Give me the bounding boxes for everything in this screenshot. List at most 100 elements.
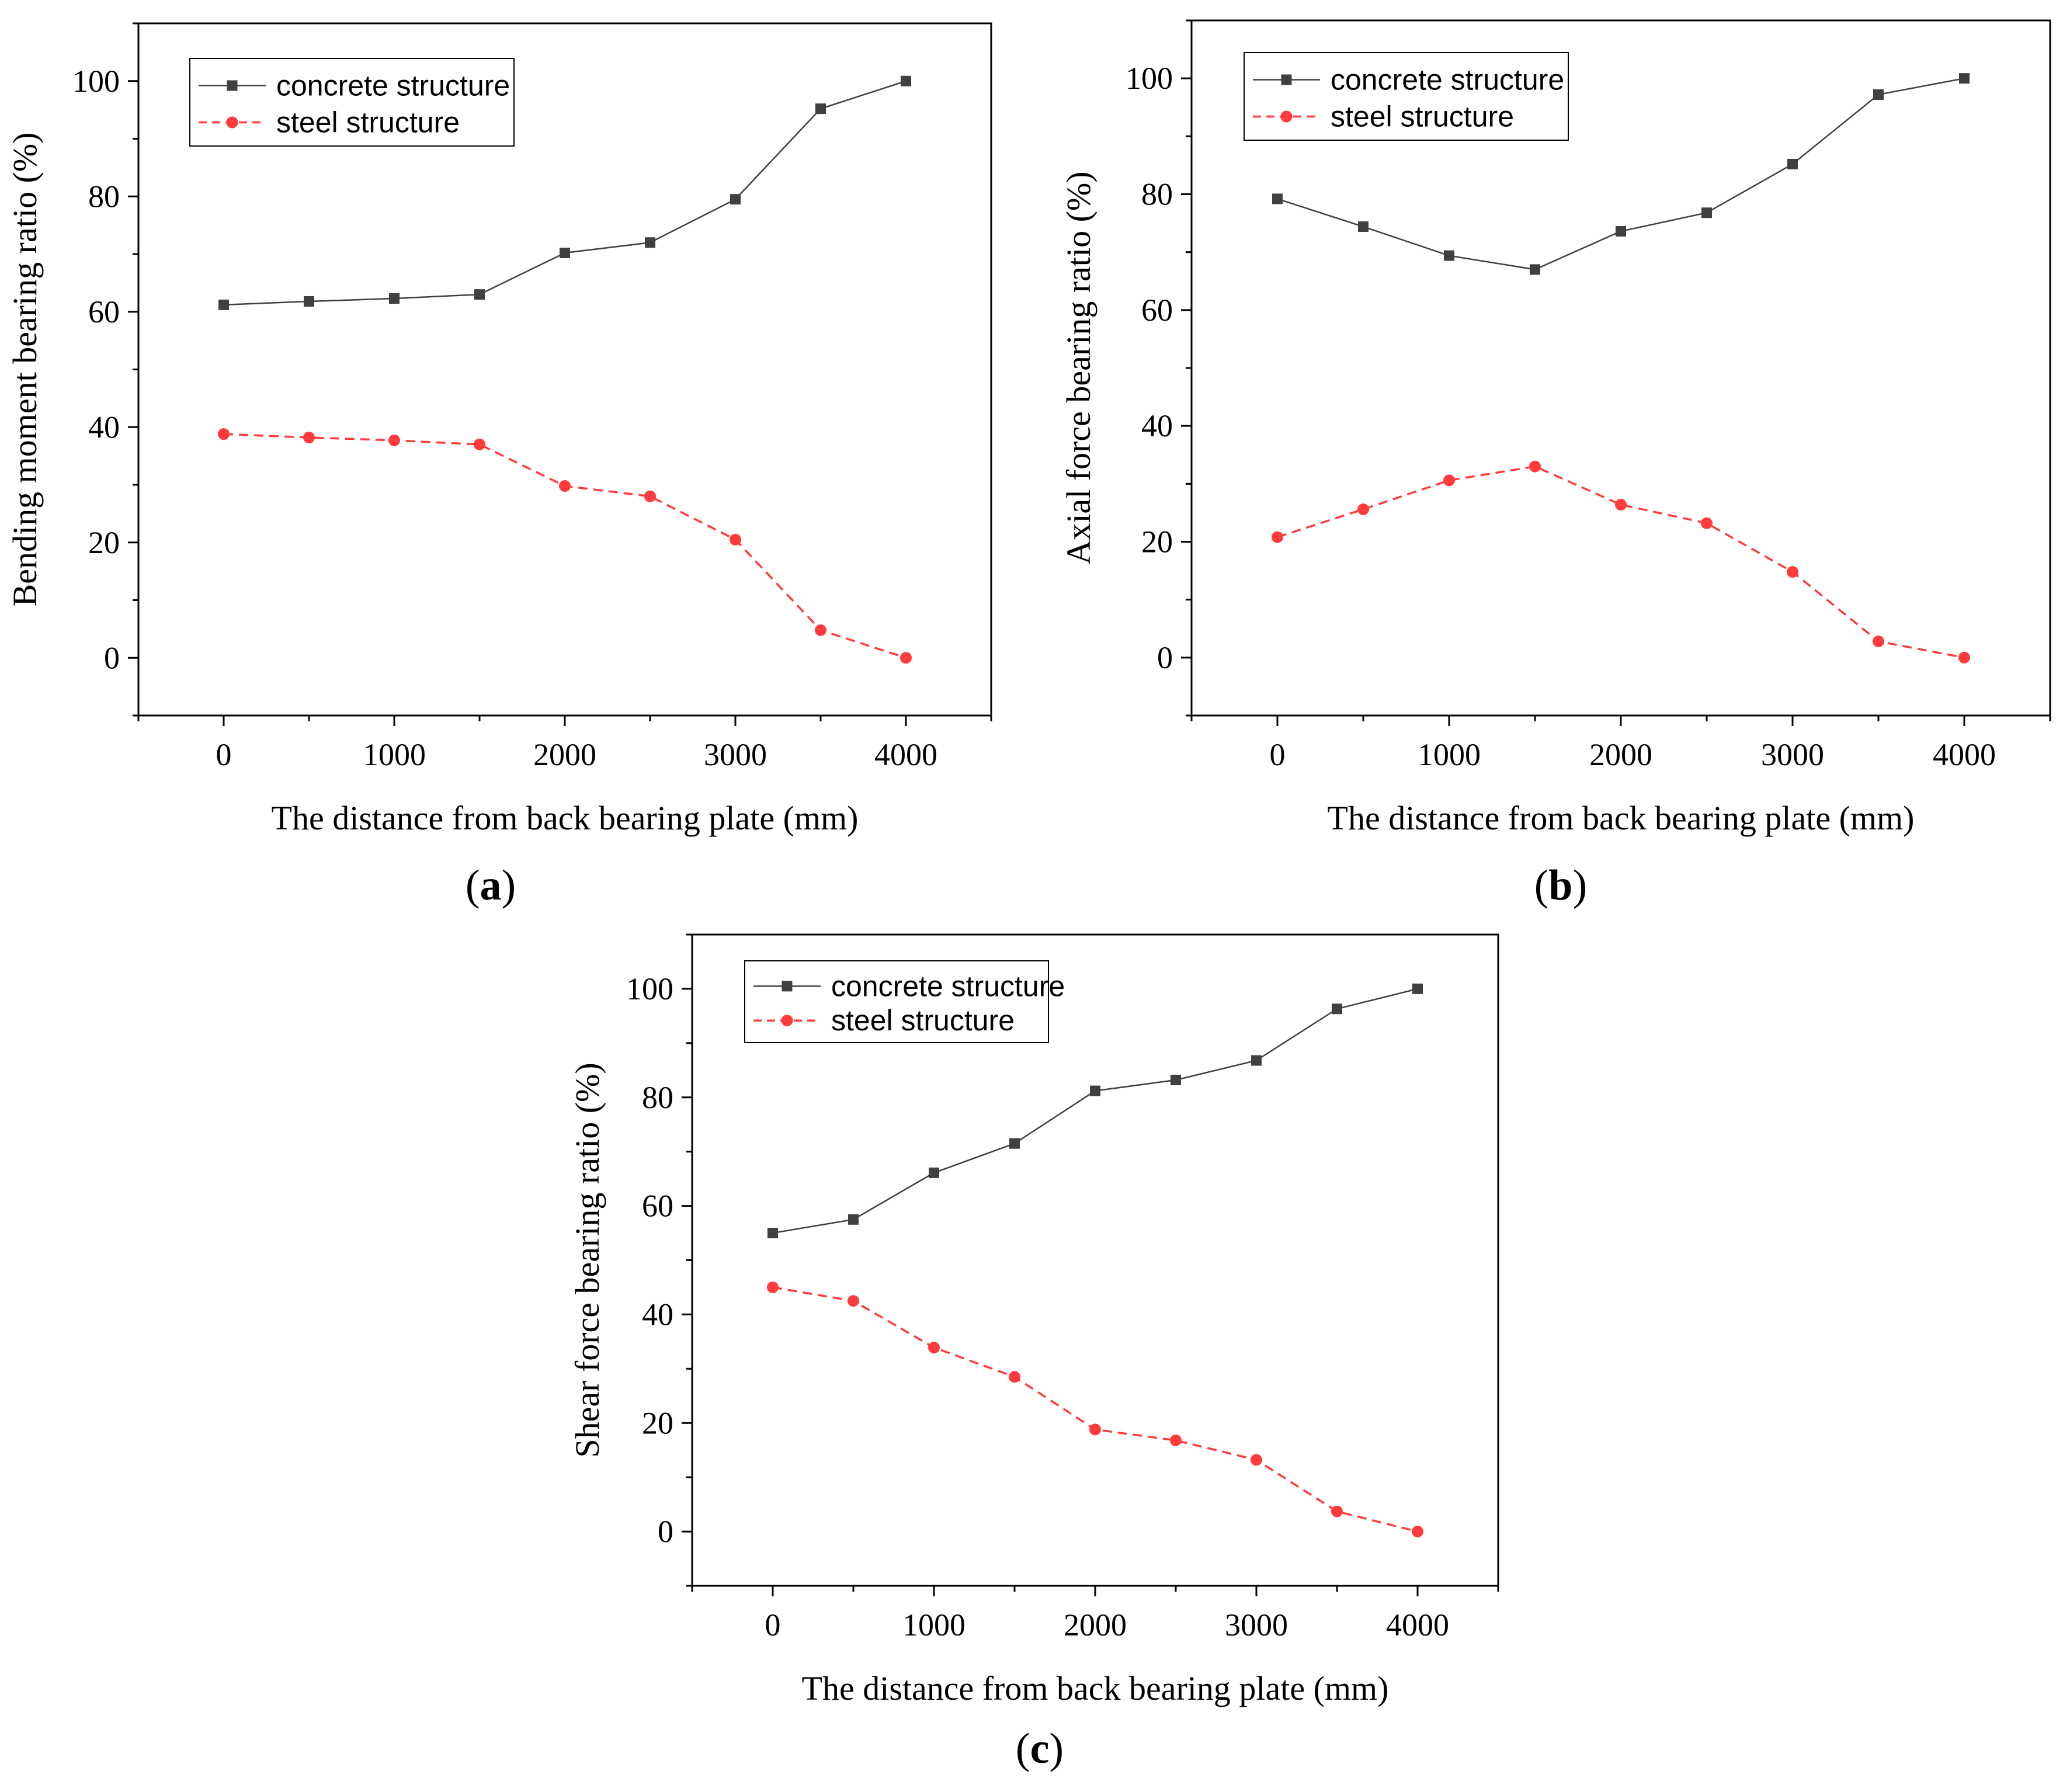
x-axis-title: The distance from back bearing plate (mm… bbox=[272, 799, 859, 837]
data-point-square bbox=[1787, 158, 1798, 169]
data-point-square bbox=[1332, 1003, 1342, 1015]
x-tick-label: 3000 bbox=[1225, 1607, 1288, 1642]
data-point-square bbox=[1616, 225, 1626, 237]
data-point-square bbox=[218, 299, 229, 310]
legend-swatch-square bbox=[782, 981, 793, 992]
data-point-square bbox=[848, 1214, 859, 1225]
x-tick-label: 1000 bbox=[902, 1607, 965, 1642]
x-axis-ticks: 0 1000 2000 3000 4000 bbox=[691, 1586, 1499, 1642]
x-tick-label: 1000 bbox=[1418, 737, 1481, 772]
y-axis-ticks: 0 20 40 60 80 100 bbox=[1126, 19, 1192, 717]
y-axis-title: Axial force bearing ratio (%) bbox=[1060, 171, 1097, 564]
data-point-square bbox=[730, 194, 741, 205]
data-point-square bbox=[1358, 221, 1369, 232]
x-tick-label: 0 bbox=[1270, 737, 1286, 772]
data-point-square bbox=[1873, 89, 1884, 100]
panel-b: 0 1000 2000 3000 4000 0 20 40 60 80 100 The distanc… bbox=[1060, 19, 2051, 909]
series-line bbox=[1277, 465, 1965, 659]
x-tick-label: 1000 bbox=[363, 737, 426, 772]
legend-entry-label: steel structure bbox=[1331, 100, 1514, 133]
data-point-circle bbox=[1331, 1505, 1343, 1517]
panel-label-close-paren: ) bbox=[502, 862, 516, 909]
data-point-circle bbox=[730, 533, 741, 546]
legend-swatch-circle bbox=[781, 1015, 793, 1027]
data-point-square bbox=[645, 237, 655, 248]
y-tick-label: 20 bbox=[88, 525, 120, 560]
data-point-circle bbox=[644, 490, 656, 502]
data-point-square bbox=[901, 75, 911, 86]
panel-label-open-paren: ( bbox=[1016, 1725, 1030, 1773]
legend-box bbox=[1244, 52, 1569, 141]
series-steel bbox=[218, 428, 912, 664]
data-point-circle bbox=[900, 652, 912, 664]
y-tick-label: 80 bbox=[642, 1080, 673, 1115]
data-point-circle bbox=[303, 432, 315, 444]
legend-entry-label: concrete structure bbox=[1331, 64, 1564, 96]
y-tick-label: 40 bbox=[642, 1297, 673, 1332]
data-point-circle bbox=[767, 1281, 779, 1293]
data-point-square bbox=[1444, 250, 1454, 261]
data-point-square bbox=[1959, 73, 1970, 84]
x-tick-label: 3000 bbox=[1761, 737, 1824, 772]
data-point-circle bbox=[1787, 566, 1798, 578]
x-axis-ticks: 0 1000 2000 3000 4000 bbox=[137, 716, 992, 772]
legend: concrete structure steel structure bbox=[1244, 52, 1569, 141]
data-point-square bbox=[929, 1167, 939, 1178]
data-point-circle bbox=[1412, 1526, 1423, 1538]
data-point-circle bbox=[1089, 1423, 1101, 1436]
legend-entry-label: concrete structure bbox=[276, 70, 510, 102]
legend-entry-label: concrete structure bbox=[831, 970, 1065, 1002]
series-concrete bbox=[767, 983, 1423, 1239]
data-point-square bbox=[389, 293, 400, 304]
data-point-circle bbox=[1873, 635, 1884, 648]
y-tick-label: 0 bbox=[658, 1514, 673, 1549]
data-point-circle bbox=[1357, 503, 1369, 515]
data-point-square bbox=[815, 103, 826, 114]
data-point-square bbox=[1701, 207, 1712, 218]
x-axis-title: The distance from back bearing plate (mm… bbox=[1328, 799, 1915, 837]
y-axis-ticks: 0 20 40 60 80 100 bbox=[626, 933, 692, 1587]
panel-label-letter: b bbox=[1548, 862, 1572, 909]
data-point-circle bbox=[1272, 531, 1283, 543]
data-point-square bbox=[1412, 983, 1423, 994]
data-point-circle bbox=[388, 434, 400, 446]
series-line bbox=[772, 1286, 1418, 1533]
panel-label-close-paren: ) bbox=[1573, 862, 1588, 909]
x-tick-label: 0 bbox=[765, 1607, 781, 1642]
x-tick-label: 4000 bbox=[1386, 1607, 1449, 1642]
data-point-square bbox=[1009, 1138, 1020, 1149]
legend-box bbox=[744, 960, 1049, 1043]
y-axis-title: Shear force bearing ratio (%) bbox=[568, 1062, 606, 1457]
data-point-square bbox=[1272, 193, 1283, 204]
data-point-circle bbox=[815, 624, 826, 636]
data-point-square bbox=[560, 248, 570, 259]
panel-label-open-paren: ( bbox=[466, 862, 480, 909]
y-tick-label: 80 bbox=[1141, 177, 1173, 212]
y-tick-label: 100 bbox=[72, 64, 120, 99]
y-axis-title: Bending moment bearing ratio (%) bbox=[6, 133, 44, 607]
data-point-circle bbox=[848, 1295, 859, 1307]
x-axis-title: The distance from back bearing plate (mm… bbox=[802, 1669, 1389, 1707]
data-point-circle bbox=[928, 1342, 940, 1354]
y-tick-label: 20 bbox=[1141, 525, 1173, 560]
series-line bbox=[223, 433, 907, 659]
x-tick-label: 4000 bbox=[874, 737, 937, 772]
data-point-circle bbox=[1615, 499, 1627, 511]
data-point-circle bbox=[1529, 460, 1541, 473]
data-point-circle bbox=[1251, 1454, 1262, 1466]
panel-label: (c) bbox=[1016, 1725, 1064, 1773]
panel-label: (a) bbox=[466, 862, 516, 909]
y-tick-label: 60 bbox=[1141, 293, 1173, 328]
y-tick-label: 40 bbox=[88, 409, 120, 444]
panel-label-letter: c bbox=[1030, 1725, 1050, 1773]
data-point-circle bbox=[1170, 1434, 1182, 1446]
panel-a: 0 1000 2000 3000 4000 0 20 40 60 80 100 The distanc… bbox=[6, 22, 992, 909]
legend-box bbox=[189, 58, 515, 147]
panel-label: (b) bbox=[1534, 862, 1587, 909]
y-tick-label: 20 bbox=[642, 1405, 673, 1440]
y-tick-label: 80 bbox=[88, 179, 120, 214]
data-point-circle bbox=[559, 480, 571, 492]
legend-entry-label: steel structure bbox=[276, 106, 460, 139]
x-tick-label: 2000 bbox=[1064, 1607, 1127, 1642]
